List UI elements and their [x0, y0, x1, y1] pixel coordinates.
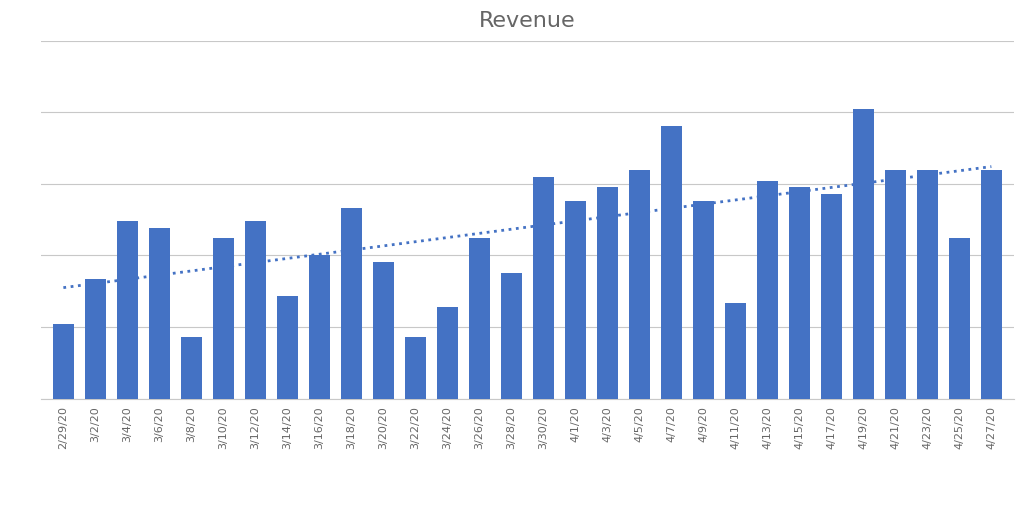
Bar	[148, 228, 170, 399]
Bar	[213, 239, 233, 399]
Bar	[181, 337, 202, 399]
Bar	[469, 239, 489, 399]
Bar	[853, 109, 873, 399]
Bar	[501, 272, 522, 399]
Bar	[309, 256, 330, 399]
Bar	[373, 262, 394, 399]
Bar	[916, 170, 938, 399]
Bar	[53, 323, 74, 399]
Bar	[629, 170, 650, 399]
Bar	[404, 337, 426, 399]
Title: Revenue: Revenue	[479, 11, 575, 31]
Bar	[885, 170, 906, 399]
Bar	[725, 303, 745, 399]
Bar	[117, 221, 138, 399]
Bar	[276, 296, 298, 399]
Bar	[245, 221, 266, 399]
Bar	[85, 280, 105, 399]
Bar	[341, 208, 361, 399]
Bar	[949, 239, 970, 399]
Bar	[821, 194, 842, 399]
Bar	[437, 307, 458, 399]
Bar	[597, 188, 617, 399]
Bar	[757, 180, 778, 399]
Bar	[788, 188, 810, 399]
Bar	[532, 177, 554, 399]
Bar	[981, 170, 1001, 399]
Bar	[693, 201, 714, 399]
Bar	[565, 201, 586, 399]
Bar	[660, 126, 682, 399]
